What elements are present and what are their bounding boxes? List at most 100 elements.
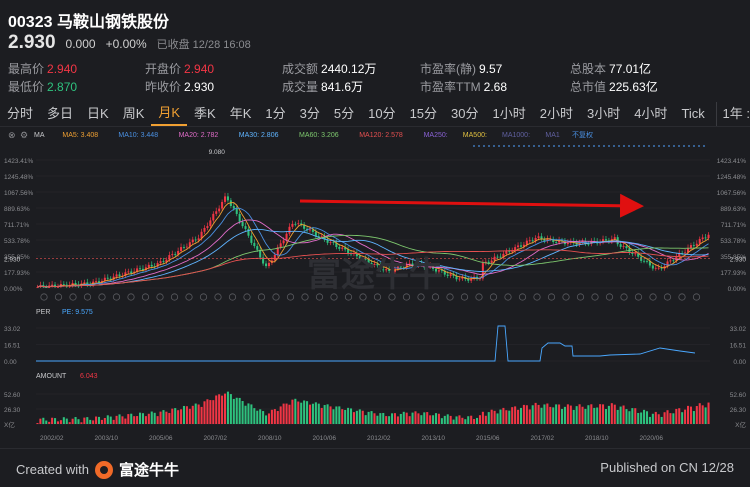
volume-bar — [625, 409, 628, 424]
tab-17[interactable]: Tick — [681, 106, 705, 121]
candle-body — [74, 282, 77, 285]
candle-body — [136, 268, 139, 272]
tab-3[interactable]: 周K — [122, 106, 145, 121]
volume-bar — [604, 408, 607, 424]
volume-bar — [399, 413, 402, 424]
volume-bar — [434, 413, 438, 424]
volume-bar — [437, 413, 440, 424]
price-change: 0.000 — [65, 37, 96, 51]
tab-6[interactable]: 年K — [229, 106, 252, 121]
amount-tick-right: 26.30 — [730, 407, 747, 414]
stat-label: 成交额 — [282, 62, 319, 76]
volume-bar — [71, 418, 74, 424]
volume-bar — [531, 405, 534, 424]
candle-body — [411, 263, 414, 266]
candle-body — [238, 213, 241, 222]
candle-body — [56, 286, 60, 288]
tab-14[interactable]: 2小时 — [539, 106, 573, 121]
volume-bar — [417, 413, 420, 424]
dot-marker — [623, 145, 625, 147]
candle-body — [124, 272, 127, 276]
volume-bar — [358, 409, 361, 424]
volume-bar — [80, 422, 83, 424]
volume-bar — [578, 404, 581, 424]
candle-body — [581, 241, 584, 243]
ma-legend-item: MA — [34, 132, 45, 139]
stat-0: 最高价 2.940 — [8, 60, 77, 77]
volume-bar — [235, 397, 238, 424]
volume-bar — [537, 404, 540, 424]
tab-13[interactable]: 1小时 — [492, 106, 526, 121]
dot-marker — [688, 145, 690, 147]
tab-4[interactable]: 月K — [151, 102, 188, 126]
candle-body — [689, 245, 692, 248]
volume-bar — [303, 400, 306, 424]
candle-body — [320, 235, 323, 237]
candle-body — [338, 247, 341, 249]
ma-legend-item: MA120: 2.578 — [359, 132, 403, 139]
tab-1[interactable]: 多日 — [47, 106, 74, 121]
per-tick-left: 33.02 — [4, 326, 21, 333]
tab-11[interactable]: 15分 — [409, 106, 438, 121]
stat-label: 成交量 — [282, 80, 319, 94]
tab-16[interactable]: 4小时 — [634, 106, 668, 121]
dot-marker — [698, 145, 700, 147]
volume-bar — [200, 406, 203, 424]
tab-7[interactable]: 1分 — [265, 106, 286, 121]
candle-body — [171, 254, 174, 256]
tab-2[interactable]: 日K — [87, 106, 109, 121]
watermark: 富途牛牛 — [307, 255, 443, 294]
candle-body — [511, 251, 514, 253]
volume-bar — [681, 412, 684, 424]
volume-bar — [584, 408, 587, 424]
candle-body — [543, 239, 546, 241]
candle-body — [276, 247, 279, 255]
tab-15[interactable]: 3小时 — [586, 106, 621, 121]
stat-2: 成交额 2440.12万 — [282, 60, 376, 77]
tab-year-range[interactable]: 1年 : — [715, 102, 750, 126]
volume-bar — [675, 408, 678, 424]
candle-body — [197, 238, 200, 241]
kline-chart[interactable]: ⊗ ⚙ MA MA5: 3.408 MA10: 3.448 MA20: 2.782 MA30… — [0, 126, 750, 446]
event-marker-icon — [127, 293, 135, 301]
volume-bar — [481, 411, 484, 424]
volume-bar — [590, 404, 593, 424]
volume-bar — [370, 411, 373, 424]
candle-body — [139, 268, 142, 270]
ma-legend-item: MA5: 3.408 — [62, 132, 98, 139]
dot-marker — [663, 145, 665, 147]
tab-9[interactable]: 5分 — [333, 106, 355, 121]
candle-body — [525, 240, 528, 245]
tab-5[interactable]: 季K — [194, 106, 216, 121]
dot-marker — [528, 145, 530, 147]
tab-10[interactable]: 10分 — [368, 106, 396, 121]
volume-bar — [414, 411, 417, 424]
candle-body — [434, 268, 438, 272]
candle-body — [247, 228, 250, 236]
y-tick-right: 1245.48% — [717, 174, 746, 181]
volume-bar — [247, 403, 250, 424]
volume-bar — [388, 416, 391, 424]
tab-8[interactable]: 3分 — [299, 106, 320, 121]
candle-body — [376, 263, 379, 266]
candle-body — [391, 270, 394, 272]
candle-body — [423, 264, 426, 268]
volume-bar — [100, 419, 103, 424]
candle-body — [285, 233, 288, 241]
volume-bar — [484, 415, 487, 424]
event-marker-icon — [489, 293, 498, 301]
tab-0[interactable]: 分时 — [7, 106, 34, 121]
y-tick-right: 355.85% — [720, 254, 746, 261]
stat-value: 2440.12万 — [321, 62, 377, 76]
volume-bar — [282, 403, 285, 424]
candle-body — [215, 211, 218, 214]
ma-legend-item: MA250: — [424, 132, 448, 139]
stat-4: 总股本 77.01亿 — [570, 60, 651, 77]
candle-body — [695, 243, 698, 246]
candle-body — [244, 226, 247, 229]
per-tick-right: 33.02 — [730, 326, 747, 333]
candle-body — [707, 234, 710, 239]
event-marker-icon — [257, 293, 266, 301]
volume-bar — [97, 416, 101, 424]
tab-12[interactable]: 30分 — [451, 106, 479, 121]
